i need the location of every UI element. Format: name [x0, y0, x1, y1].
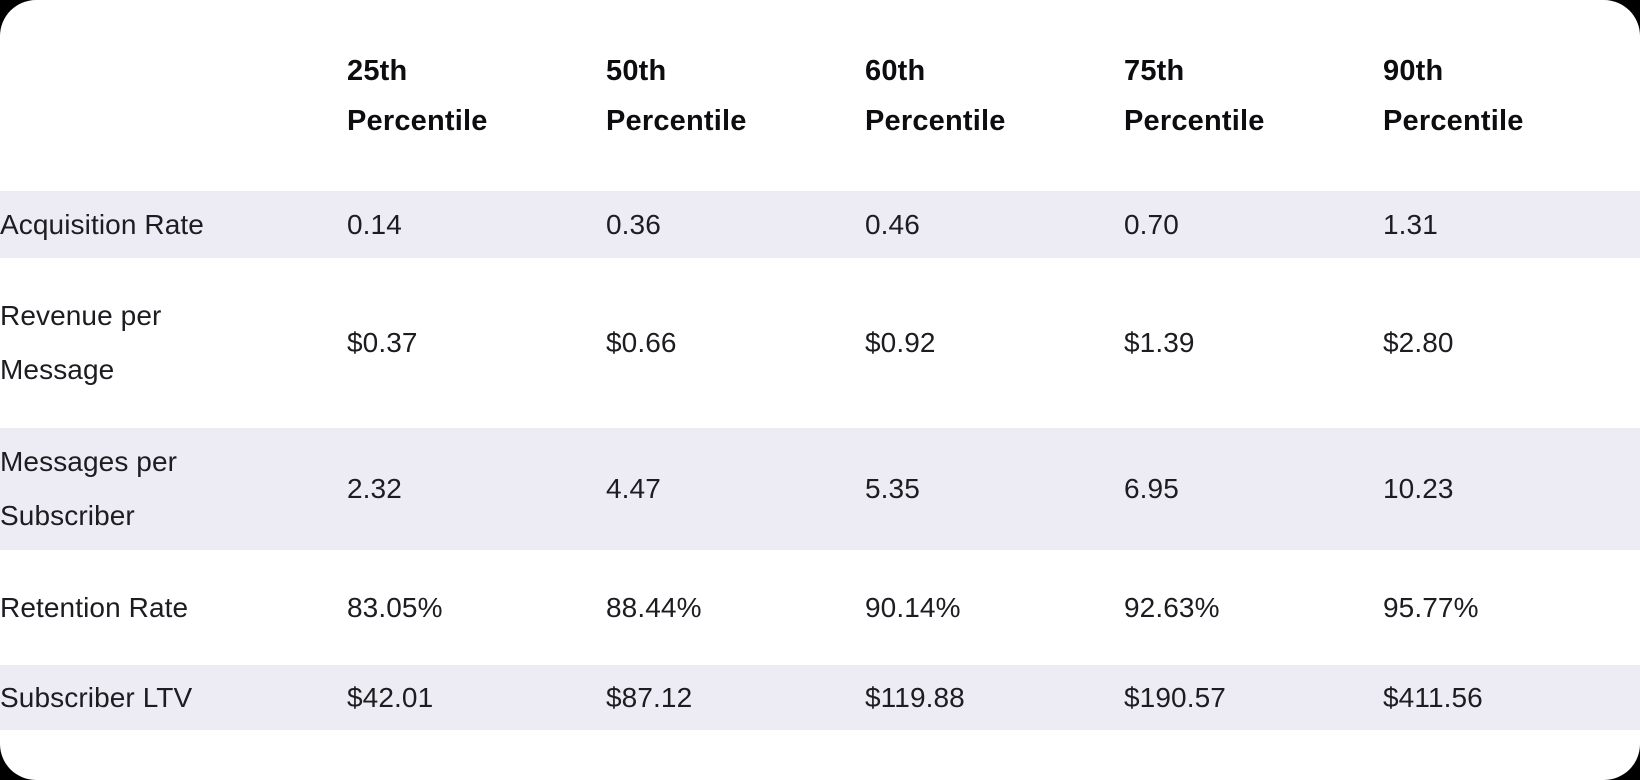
- row-label: Acquisition Rate: [0, 208, 204, 240]
- cell-value: $411.56: [1383, 681, 1483, 713]
- corner-header-cell: [0, 0, 347, 191]
- cell-value: 2.32: [347, 473, 402, 504]
- column-header-90th: 90th Percentile: [1383, 0, 1640, 191]
- table-row-retention-rate: Retention Rate 83.05% 88.44% 90.14% 92.6…: [0, 550, 1640, 665]
- cell-value: 6.95: [1124, 473, 1179, 504]
- row-label: Subscriber LTV: [0, 681, 193, 713]
- row-label-cell: Revenue per Message: [0, 258, 347, 428]
- column-header-label: 60th Percentile: [865, 54, 1006, 137]
- table-row-messages-per-subscriber: Messages per Subscriber 2.32 4.47 5.35 6…: [0, 428, 1640, 550]
- row-label: Messages per Subscriber: [0, 446, 178, 531]
- cell-value: 0.14: [347, 208, 402, 240]
- cell-value: $0.66: [606, 327, 677, 358]
- cell-value: 0.70: [1124, 208, 1179, 240]
- cell-value: 0.46: [865, 208, 920, 240]
- column-header-75th: 75th Percentile: [1124, 0, 1383, 191]
- cell-value: 95.77%: [1383, 591, 1479, 623]
- row-label: Retention Rate: [0, 591, 189, 623]
- cell-value: $2.80: [1383, 327, 1454, 358]
- cell-value: 4.47: [606, 473, 661, 504]
- cell-value: 92.63%: [1124, 591, 1220, 623]
- row-label-cell: Messages per Subscriber: [0, 428, 347, 550]
- cell-value: 1.31: [1383, 208, 1438, 240]
- percentile-benchmarks-table: 25th Percentile 50th Percentile 60th Per…: [0, 0, 1640, 730]
- column-header-label: 75th Percentile: [1124, 54, 1265, 137]
- cell-value: 88.44%: [606, 591, 702, 623]
- cell-value: 0.36: [606, 208, 661, 240]
- cell-value: 90.14%: [865, 591, 961, 623]
- column-header-50th: 50th Percentile: [606, 0, 865, 191]
- row-label-cell: Retention Rate: [0, 550, 347, 665]
- column-header-label: 50th Percentile: [606, 54, 747, 137]
- row-label-cell: Acquisition Rate: [0, 191, 347, 258]
- cell-value: $0.37: [347, 327, 418, 358]
- table-row-acquisition-rate: Acquisition Rate 0.14 0.36 0.46 0.70 1.3…: [0, 191, 1640, 258]
- column-header-label: 25th Percentile: [347, 54, 488, 137]
- cell-value: $87.12: [606, 681, 693, 713]
- cell-value: $190.57: [1124, 681, 1226, 713]
- cell-value: 5.35: [865, 473, 920, 504]
- table-row-subscriber-ltv: Subscriber LTV $42.01 $87.12 $119.88 $19…: [0, 665, 1640, 730]
- header-row: 25th Percentile 50th Percentile 60th Per…: [0, 0, 1640, 191]
- column-header-60th: 60th Percentile: [865, 0, 1124, 191]
- column-header-label: 90th Percentile: [1383, 54, 1524, 137]
- cell-value: 10.23: [1383, 473, 1454, 504]
- cell-value: $0.92: [865, 327, 936, 358]
- cell-value: 83.05%: [347, 591, 443, 623]
- row-label: Revenue per Message: [0, 300, 162, 385]
- table-row-revenue-per-message: Revenue per Message $0.37 $0.66 $0.92 $1…: [0, 258, 1640, 428]
- column-header-25th: 25th Percentile: [347, 0, 606, 191]
- cell-value: $119.88: [865, 681, 965, 713]
- cell-value: $42.01: [347, 681, 434, 713]
- row-label-cell: Subscriber LTV: [0, 665, 347, 730]
- cell-value: $1.39: [1124, 327, 1195, 358]
